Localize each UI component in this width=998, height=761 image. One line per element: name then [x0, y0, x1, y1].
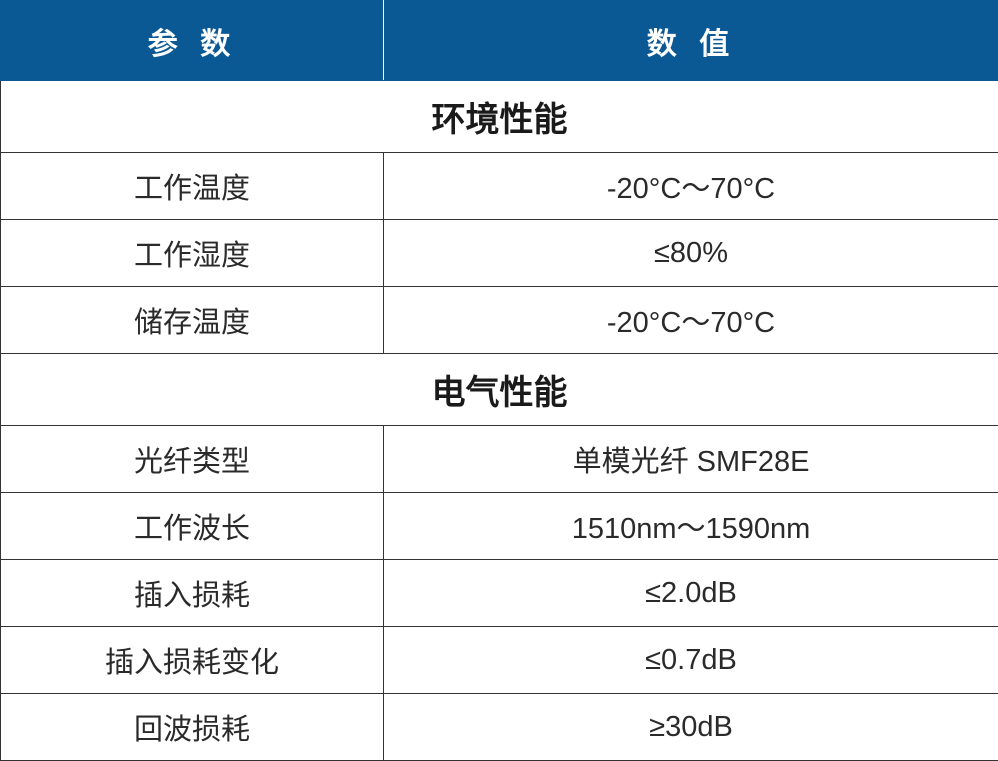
value-cell: ≤0.7dB — [384, 627, 998, 694]
table-row: 插入损耗变化 ≤0.7dB — [1, 627, 998, 694]
section-row-environment: 环境性能 — [1, 81, 998, 153]
param-cell: 工作温度 — [1, 153, 384, 220]
param-cell: 工作湿度 — [1, 220, 384, 287]
value-cell: 1510nm～1590nm — [384, 493, 998, 560]
section-title: 环境性能 — [1, 81, 998, 153]
value-cell: -20°C～70°C — [384, 287, 998, 354]
param-cell: 回波损耗 — [1, 694, 384, 761]
param-cell: 储存温度 — [1, 287, 384, 354]
table-row: 工作波长 1510nm～1590nm — [1, 493, 998, 560]
table-row: 储存温度 -20°C～70°C — [1, 287, 998, 354]
header-param: 参 数 — [1, 1, 384, 81]
param-cell: 工作波长 — [1, 493, 384, 560]
section-title: 电气性能 — [1, 354, 998, 426]
table-row: 回波损耗 ≥30dB — [1, 694, 998, 761]
value-cell: 单模光纤 SMF28E — [384, 426, 998, 493]
value-cell: -20°C～70°C — [384, 153, 998, 220]
param-cell: 光纤类型 — [1, 426, 384, 493]
param-cell: 插入损耗 — [1, 560, 384, 627]
table-header-row: 参 数 数 值 — [1, 1, 998, 81]
param-cell: 插入损耗变化 — [1, 627, 384, 694]
value-cell: ≤2.0dB — [384, 560, 998, 627]
table-row: 工作湿度 ≤80% — [1, 220, 998, 287]
value-cell: ≥30dB — [384, 694, 998, 761]
table-row: 插入损耗 ≤2.0dB — [1, 560, 998, 627]
table-row: 光纤类型 单模光纤 SMF28E — [1, 426, 998, 493]
header-value: 数 值 — [384, 1, 998, 81]
section-row-electrical: 电气性能 — [1, 354, 998, 426]
value-cell: ≤80% — [384, 220, 998, 287]
table-row: 工作温度 -20°C～70°C — [1, 153, 998, 220]
